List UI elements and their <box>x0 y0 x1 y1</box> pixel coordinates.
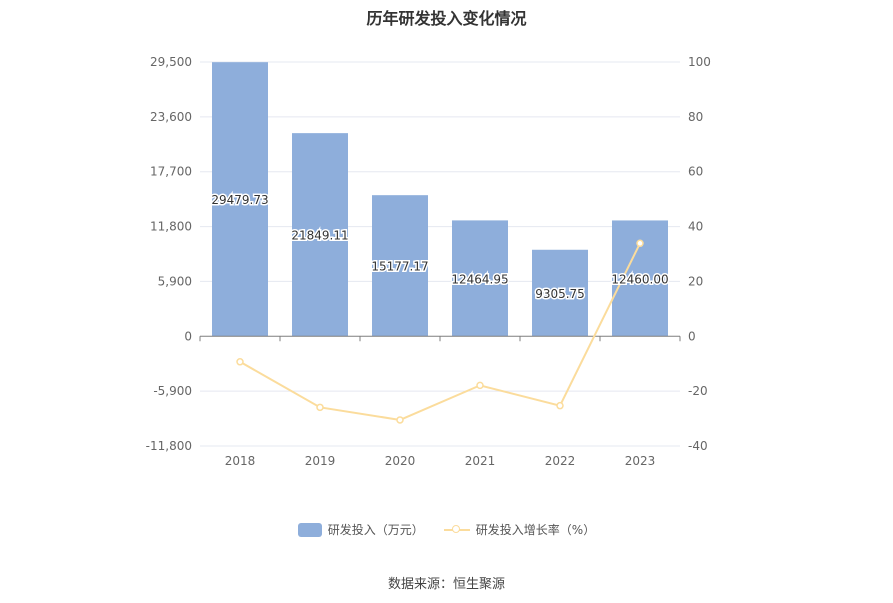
x-tick-label: 2021 <box>465 454 496 468</box>
y-right-tick-label: 80 <box>688 110 703 124</box>
growth-rate-point <box>556 401 564 410</box>
bar-series <box>212 62 668 337</box>
legend-item-line[interactable]: 研发投入增长率（%） <box>443 521 596 538</box>
bar-value-label: 29479.73 <box>211 193 268 207</box>
bar-value-label: 9305.75 <box>535 287 585 301</box>
y-right-tick-label: 100 <box>688 55 711 69</box>
bar <box>532 249 588 337</box>
bar <box>372 195 428 337</box>
legend-bar-label: 研发投入（万元） <box>327 523 424 537</box>
axes: 29,500 23,600 17,700 11,800 5,900 0 -5,900 -11,… <box>146 55 711 468</box>
legend-line-label: 研发投入增长率（%） <box>475 523 596 537</box>
legend: 研发投入（万元） 研发投入增长率（%） <box>0 521 893 538</box>
legend-line-swatch <box>443 523 470 537</box>
y-left-tick-label: 29,500 <box>150 55 192 69</box>
bar-value-label: 12460.00 <box>611 272 668 286</box>
source-note: 数据来源：恒生聚源 <box>387 577 505 592</box>
bar-value-label: 15177.17 <box>371 260 428 274</box>
legend-bar-swatch <box>297 522 322 537</box>
bar <box>292 133 348 337</box>
y-left-tick-label: 0 <box>184 329 192 343</box>
growth-rate-point <box>396 416 404 424</box>
y-right-tick-label: -20 <box>688 384 708 398</box>
y-right-tick-label: 60 <box>688 165 703 179</box>
y-left-tick-label: 17,700 <box>150 165 192 179</box>
x-tick-label: 2022 <box>545 454 576 468</box>
y-right-tick-label: -40 <box>688 439 708 453</box>
growth-rate-point <box>316 403 324 412</box>
y-left-tick-label: 11,800 <box>150 220 192 234</box>
data-labels: 29479.73 21849.11 15177.17 12464.95 9305.75 1… <box>210 192 670 303</box>
chart-title: 历年研发投入变化情况 <box>366 9 527 28</box>
bar <box>452 220 508 337</box>
growth-rate-line <box>239 242 641 421</box>
line-series <box>236 239 644 424</box>
x-tick-label: 2018 <box>225 454 256 468</box>
x-tick-label: 2019 <box>305 454 336 468</box>
x-tick-label: 2020 <box>385 454 416 468</box>
y-left-tick-label: 23,600 <box>150 110 192 124</box>
y-left-tick-label: -11,800 <box>146 439 192 453</box>
y-left-tick-label: -5,900 <box>153 384 192 398</box>
growth-rate-point <box>476 381 484 390</box>
y-right-tick-label: 20 <box>688 274 703 288</box>
bar <box>212 62 268 337</box>
bar-value-label: 21849.11 <box>291 229 348 243</box>
x-tick-label: 2023 <box>625 454 656 468</box>
bar-value-label: 12464.95 <box>451 272 508 286</box>
growth-rate-point <box>236 358 244 366</box>
legend-item-bar[interactable]: 研发投入（万元） <box>297 521 424 538</box>
grid-lines <box>200 61 680 447</box>
y-right-tick-label: 0 <box>688 329 696 343</box>
y-right-tick-label: 40 <box>688 220 703 234</box>
growth-rate-point <box>636 239 644 248</box>
y-left-tick-label: 5,900 <box>158 274 192 288</box>
